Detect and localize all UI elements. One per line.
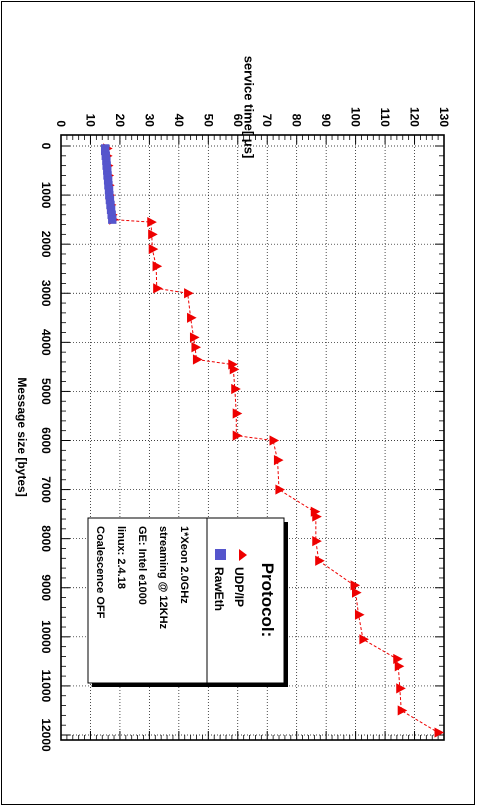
x-tick-label: 2000 — [39, 231, 53, 258]
raweth-data-point — [103, 176, 113, 185]
raweth-data-point — [104, 185, 114, 195]
legend-entry-raweth: RawEth — [212, 567, 226, 611]
raweth-data-point — [106, 205, 116, 215]
udp-data-point — [397, 705, 408, 716]
udp-data-point — [232, 430, 243, 441]
udp-data-point — [396, 683, 406, 694]
y-tick-label: 50 — [201, 114, 215, 128]
y-tick-label: 120 — [408, 107, 422, 127]
udp-data-point — [232, 408, 243, 419]
udp-data-point — [148, 229, 158, 240]
x-tick-label: 9000 — [39, 574, 53, 601]
x-axis-title: Message size [bytes] — [15, 377, 29, 496]
raweth-data-point — [105, 190, 114, 200]
y-tick-label: 130 — [437, 107, 451, 127]
legend-note: Coalescence OFF — [94, 526, 106, 619]
x-tick-label: 6000 — [39, 427, 53, 454]
raweth-data-point — [107, 210, 116, 219]
x-tick-label: 12000 — [39, 718, 53, 752]
udp-data-point — [184, 288, 194, 299]
y-tick-label: 0 — [54, 120, 68, 127]
y-axis-title: service time[ μs] — [242, 56, 257, 159]
y-tick-label: 40 — [172, 114, 186, 128]
udp-data-point — [152, 261, 163, 272]
x-tick-label: 0 — [39, 143, 53, 150]
udp-data-point — [434, 727, 445, 738]
udp-data-point — [394, 661, 405, 672]
data-series — [100, 143, 445, 738]
legend-title: Protocol: — [258, 563, 277, 638]
udp-data-point — [229, 364, 240, 375]
udp-data-point — [191, 342, 202, 353]
plot-area — [60, 134, 445, 741]
raweth-data-point — [108, 215, 117, 224]
udp-data-point — [269, 435, 280, 446]
y-tick-label: 70 — [260, 114, 274, 128]
raweth-data-point — [106, 200, 115, 210]
legend-triangle — [239, 549, 247, 561]
raweth-data-point — [101, 151, 110, 161]
raweth-data-point — [102, 161, 111, 170]
udp-data-point — [352, 587, 362, 598]
udp-data-point — [354, 609, 365, 620]
x-tick-label: 8000 — [39, 525, 53, 552]
legend-note: GE: Intel e1000 — [136, 526, 148, 605]
raweth-data-point — [105, 195, 115, 205]
udp-data-point — [350, 580, 361, 591]
udp-data-point — [187, 312, 197, 323]
x-tick-label: 10000 — [39, 620, 53, 654]
x-tick-label: 7000 — [39, 476, 53, 503]
x-tick-label: 3000 — [39, 280, 53, 307]
y-tick-label: 110 — [378, 108, 392, 128]
udp-data-point — [147, 216, 157, 228]
udp-data-point — [275, 484, 286, 495]
legend-square — [215, 549, 226, 560]
udp-data-point — [393, 653, 403, 665]
raweth-data-point — [103, 166, 112, 175]
udp-data-point — [359, 634, 369, 645]
y-tick-label: 80 — [290, 114, 304, 128]
udp-data-point — [153, 283, 163, 294]
udp-data-point — [312, 511, 322, 522]
x-tick-label: 11000 — [39, 670, 53, 703]
legend-box: Protocol: UDP/IP RawEth 1*Xeon 2.0GHz st… — [87, 517, 288, 687]
udp-data-point — [315, 555, 325, 566]
udp-data-point — [148, 243, 159, 255]
legend-raw-marker — [215, 549, 226, 560]
udp-data-point — [273, 455, 284, 466]
y-tick-label: 100 — [349, 107, 363, 127]
legend-note: linux: 2.4.18 — [115, 526, 127, 589]
udp-data-point — [189, 332, 200, 343]
y-tick-label: 30 — [142, 114, 156, 128]
tick-labels: 0100020003000400050006000700080009000100… — [39, 107, 451, 752]
y-tick-label: 10 — [83, 114, 97, 128]
raweth-data-point — [104, 181, 113, 190]
legend-entry-udp: UDP/IP — [232, 567, 246, 607]
series-raweth — [100, 144, 117, 224]
legend-note: 1*Xeon 2.0GHz — [178, 526, 190, 604]
udp-data-point — [192, 354, 203, 365]
raweth-data-point — [103, 171, 112, 180]
raweth-data-point — [102, 156, 111, 165]
x-tick-label: 1000 — [39, 182, 53, 209]
x-tick-label: 5000 — [39, 378, 53, 405]
y-tick-label: 90 — [319, 114, 333, 128]
y-tick-label: 20 — [113, 114, 127, 128]
legend-note: streaming @ 12KHz — [157, 526, 169, 630]
y-tick-label: 60 — [231, 114, 245, 128]
raweth-data-point — [100, 146, 110, 156]
axis-ticks — [60, 135, 445, 740]
udp-data-point — [312, 536, 322, 547]
x-tick-label: 4000 — [39, 329, 53, 356]
legend-udp-marker — [239, 549, 247, 561]
udp-data-point — [231, 383, 241, 395]
